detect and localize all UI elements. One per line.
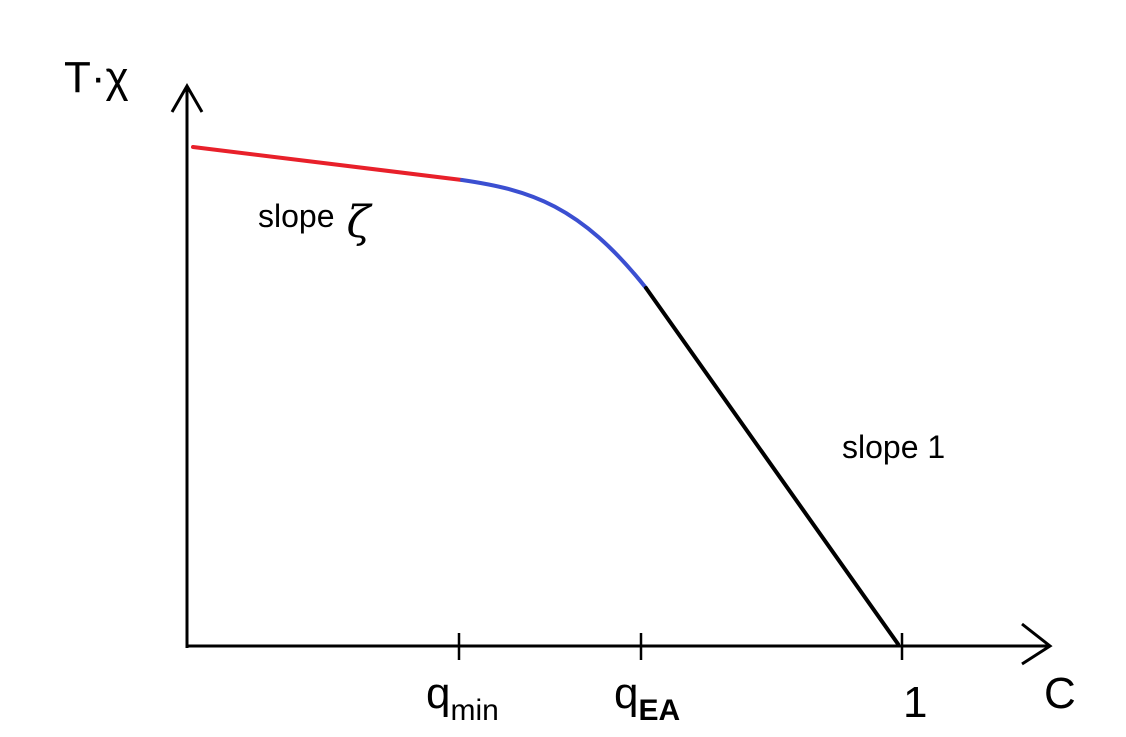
- y-axis-arrowhead: [170, 82, 204, 113]
- x-axis-label: C: [1044, 669, 1076, 718]
- left-slope-annotation: slope ζ: [258, 197, 374, 248]
- tick-label-qea-base: q: [614, 669, 638, 718]
- curve-segment-right: [644, 286, 900, 646]
- axes: [170, 82, 1053, 666]
- tick-label-qea: qEA: [614, 669, 680, 727]
- x-axis-arrowhead: [1021, 622, 1053, 666]
- tick-label-qmin-sub: min: [450, 694, 498, 727]
- tick-label-one: 1: [903, 678, 927, 727]
- tick-marks: [457, 633, 904, 660]
- curve-segment-left: [191, 145, 464, 182]
- tick-label-qmin-base: q: [426, 669, 450, 718]
- left-slope-text: slope: [258, 198, 335, 234]
- y-axis-label: T·χ: [64, 53, 129, 102]
- tick-label-qmin: qmin: [426, 669, 499, 727]
- left-slope-symbol: ζ: [347, 197, 374, 248]
- right-slope-annotation: slope 1: [842, 429, 945, 465]
- curve-segment-middle: [460, 178, 648, 290]
- tick-label-qea-sub: EA: [638, 694, 680, 727]
